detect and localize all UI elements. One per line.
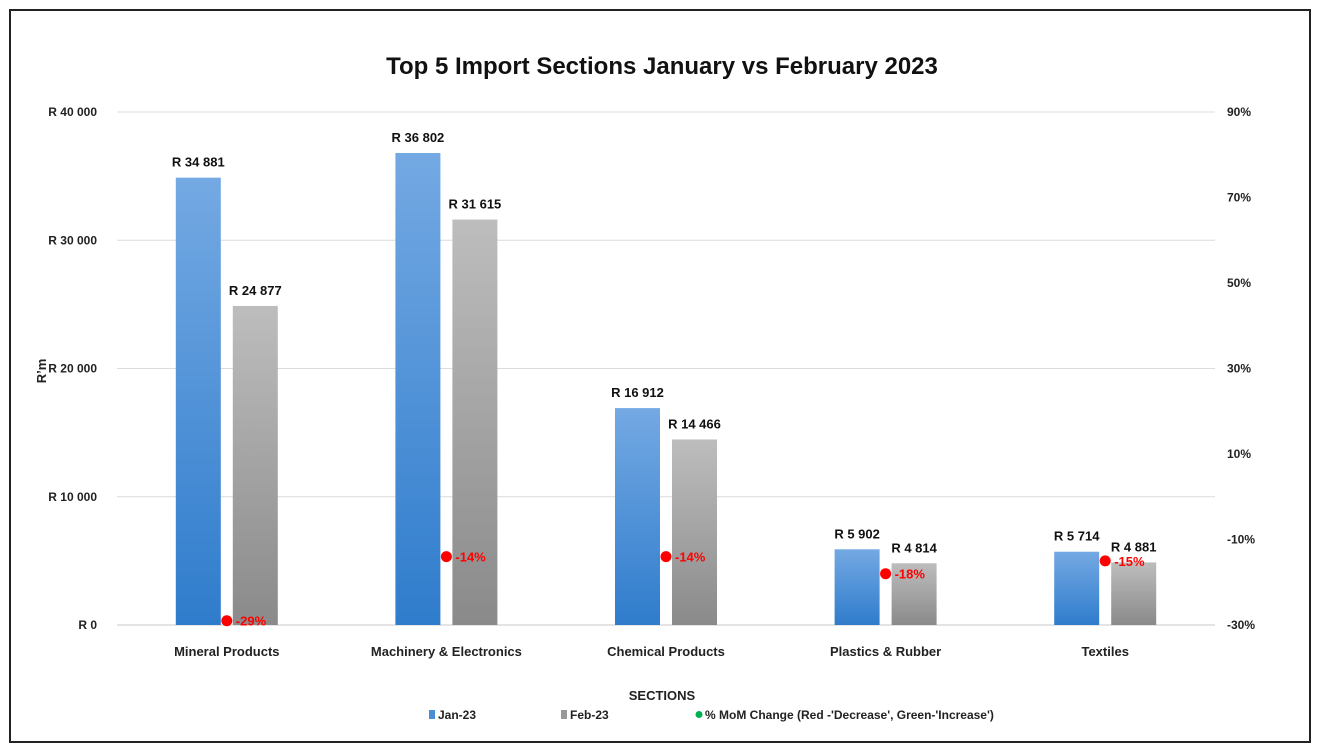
x-axis-title: SECTIONS	[629, 688, 696, 703]
mom-change-point	[660, 551, 672, 563]
y2-tick-label: 10%	[1227, 447, 1251, 461]
mom-change-label: -18%	[895, 567, 926, 582]
bar-value-label: R 36 802	[392, 130, 445, 145]
bar-value-label: R 16 912	[611, 385, 664, 400]
legend-label: Jan-23	[438, 708, 476, 722]
bar-value-label: R 14 466	[668, 416, 721, 431]
bar-feb23	[232, 305, 278, 625]
y-axis-title: R’m	[34, 359, 49, 384]
legend-swatch	[429, 710, 435, 719]
bar-jan23	[834, 549, 880, 625]
gridlines	[117, 111, 1215, 626]
bar-jan23	[615, 408, 660, 625]
bar-value-label: R 31 615	[449, 197, 502, 212]
bar-feb23	[672, 439, 717, 625]
category-label: Plastics & Rubber	[830, 644, 941, 659]
category-label: Machinery & Electronics	[371, 644, 522, 659]
legend-swatch	[695, 711, 703, 718]
y2-tick-label: 70%	[1227, 191, 1251, 205]
mom-change-label: -29%	[236, 614, 267, 629]
bar-feb23	[1111, 562, 1157, 625]
mom-change-points: -29% -14% -14% -18% -15%	[221, 550, 1145, 629]
y-tick-label: R 30 000	[48, 233, 97, 247]
y2-tick-label: 90%	[1227, 105, 1251, 119]
y2-tick-label: -30%	[1227, 618, 1255, 632]
mom-change-point	[1099, 555, 1111, 567]
bar-feb23	[891, 563, 937, 625]
chart-title: Top 5 Import Sections January vs Februar…	[386, 53, 938, 80]
legend-label: % MoM Change (Red -'Decrease', Green-'In…	[705, 708, 994, 722]
bar-value-label: R 5 902	[834, 526, 880, 541]
y-tick-label: R 0	[78, 618, 97, 632]
bars: R 34 881 R 24 877 R 36 802 R 31 615 R 16 912…	[172, 130, 1157, 625]
bar-value-label: R 4 814	[891, 540, 937, 555]
bar-value-label: R 34 881	[172, 155, 225, 170]
category-label: Chemical Products	[607, 644, 725, 659]
y-tick-label: R 40 000	[48, 105, 97, 119]
bar-jan23	[395, 153, 441, 625]
bar-feb23	[452, 219, 498, 625]
y-axis-left: R 0 R 10 000 R 20 000 R 30 000 R 40 000	[48, 105, 97, 632]
category-label: Mineral Products	[174, 644, 279, 659]
bar-value-label: R 4 881	[1111, 539, 1157, 554]
mom-change-point	[221, 615, 233, 627]
legend: Jan-23 Feb-23 % MoM Change (Red -'Decrease…	[429, 708, 994, 722]
y-axis-right: -30% -10% 10% 30% 50% 70% 90%	[1227, 105, 1255, 632]
y2-tick-label: 50%	[1227, 276, 1251, 290]
mom-change-label: -14%	[675, 550, 706, 565]
bar-value-label: R 5 714	[1054, 529, 1100, 544]
mom-change-point	[880, 568, 892, 580]
legend-swatch	[561, 710, 567, 719]
bar-value-label: R 24 877	[229, 283, 282, 298]
mom-change-label: -15%	[1114, 554, 1145, 569]
category-label: Textiles	[1081, 644, 1128, 659]
y2-tick-label: 30%	[1227, 362, 1251, 376]
legend-label: Feb-23	[570, 708, 609, 722]
x-axis-categories: Mineral Products Machinery & Electronics C…	[174, 644, 1129, 659]
bar-jan23	[175, 177, 221, 625]
bar-jan23	[1054, 551, 1100, 625]
y2-tick-label: -10%	[1227, 533, 1255, 547]
y-tick-label: R 10 000	[48, 490, 97, 504]
y-tick-label: R 20 000	[48, 362, 97, 376]
mom-change-label: -14%	[455, 550, 486, 565]
mom-change-point	[440, 551, 452, 563]
